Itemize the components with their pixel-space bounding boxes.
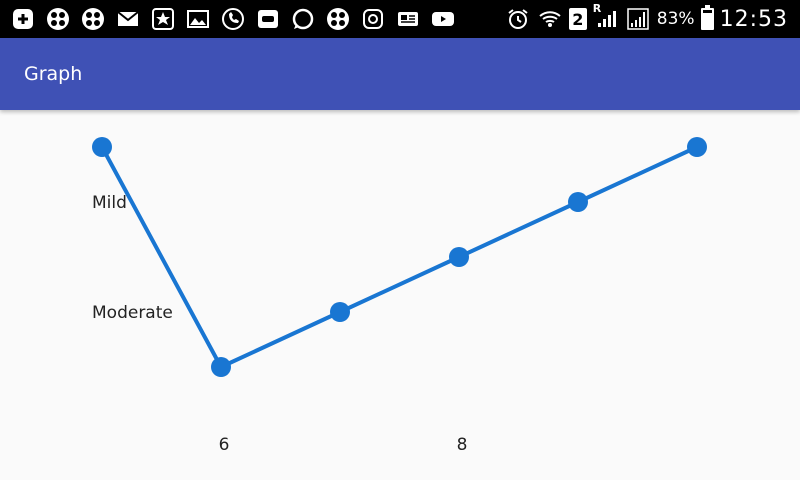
signal-icon [625, 6, 651, 32]
clover-app-icon-2 [80, 6, 106, 32]
instagram-icon [360, 6, 386, 32]
car-app-icon [255, 6, 281, 32]
star-app-icon [150, 6, 176, 32]
sim-slot-badge: 2 [568, 8, 587, 30]
add-box-icon [10, 6, 36, 32]
data-point[interactable] [330, 302, 350, 322]
battery-icon [700, 5, 714, 30]
data-point[interactable] [211, 357, 231, 377]
notification-icons [0, 6, 456, 32]
signal-roaming-icon: R [592, 2, 619, 32]
clover-app-icon [45, 6, 71, 32]
wifi-icon [537, 6, 563, 32]
clock: 12:53 [719, 6, 788, 32]
y-tick-label: Mild [92, 193, 127, 213]
y-tick-label: Moderate [92, 303, 173, 323]
app-bar: Graph [0, 38, 800, 110]
phone-app-icon [220, 6, 246, 32]
chart-area: Mild Moderate 6 8 [0, 110, 800, 480]
alarm-icon [505, 6, 531, 32]
system-status: 2 R 83% 12:53 [505, 2, 800, 32]
data-point[interactable] [92, 137, 112, 157]
x-tick-label: 6 [219, 435, 230, 455]
data-point[interactable] [568, 192, 588, 212]
youtube-icon [430, 6, 456, 32]
app-title: Graph [24, 63, 83, 85]
line-chart: Mild Moderate 6 8 [92, 137, 707, 455]
x-tick-label: 8 [457, 435, 468, 455]
clover-app-icon-3 [325, 6, 351, 32]
roaming-label: R [592, 2, 602, 15]
gallery-icon [185, 6, 211, 32]
status-bar: 2 R 83% 12:53 [0, 0, 800, 38]
news-icon [395, 6, 421, 32]
whatsapp-icon [290, 6, 316, 32]
mail-icon [115, 6, 141, 32]
data-point[interactable] [687, 137, 707, 157]
series-line [100, 145, 698, 369]
battery-percent: 83% [656, 9, 695, 29]
battery-level-fill [702, 13, 712, 28]
data-point[interactable] [449, 247, 469, 267]
